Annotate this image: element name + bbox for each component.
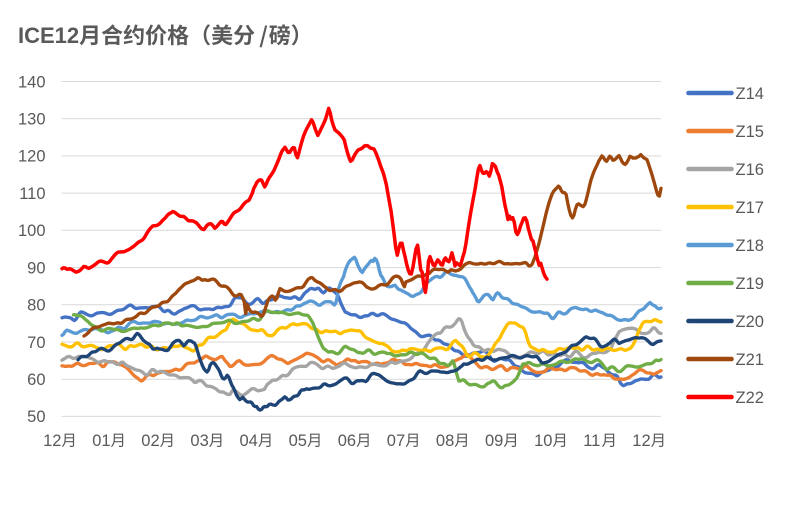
svg-text:120: 120 — [18, 148, 46, 166]
svg-text:Z17: Z17 — [736, 199, 764, 217]
svg-text:07: 07 — [387, 432, 405, 450]
svg-text:Z14: Z14 — [736, 85, 764, 103]
svg-text:Z22: Z22 — [736, 389, 764, 407]
svg-text:110: 110 — [19, 185, 45, 203]
svg-text:90: 90 — [27, 259, 45, 277]
svg-text:11: 11 — [583, 432, 600, 450]
svg-text:04: 04 — [240, 432, 258, 450]
svg-text:Z18: Z18 — [736, 237, 764, 255]
svg-text:12: 12 — [43, 432, 61, 450]
svg-text:70: 70 — [27, 334, 45, 352]
svg-text:Z19: Z19 — [736, 275, 764, 293]
svg-text:03: 03 — [190, 432, 208, 450]
svg-text:100: 100 — [18, 222, 46, 240]
svg-text:Z21: Z21 — [736, 351, 764, 369]
svg-text:10: 10 — [534, 432, 552, 450]
svg-text:09: 09 — [485, 432, 503, 450]
svg-text:140: 140 — [18, 73, 46, 91]
svg-text:02: 02 — [141, 432, 159, 450]
svg-text:05: 05 — [289, 432, 307, 450]
svg-text:60: 60 — [27, 371, 45, 389]
svg-text:08: 08 — [436, 432, 454, 450]
svg-text:Z16: Z16 — [736, 161, 764, 179]
svg-text:Z15: Z15 — [736, 123, 764, 141]
svg-text:80: 80 — [27, 297, 45, 315]
svg-text:50: 50 — [27, 408, 45, 426]
svg-text:01: 01 — [92, 432, 110, 450]
svg-text:ICE12: ICE12 — [18, 23, 79, 48]
svg-text:06: 06 — [338, 432, 356, 450]
svg-text:130: 130 — [18, 111, 46, 129]
svg-text:Z20: Z20 — [736, 313, 764, 331]
svg-text:12: 12 — [632, 432, 650, 450]
